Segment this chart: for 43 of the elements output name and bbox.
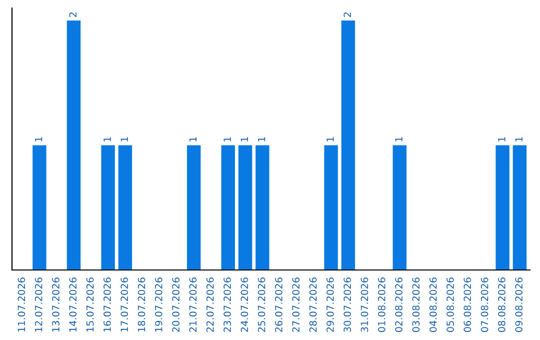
data-label: 1 (224, 137, 231, 142)
data-label: 1 (326, 137, 334, 142)
x-tick-label: 25.07.2026 (258, 278, 266, 332)
data-label: 2 (344, 12, 351, 17)
data-label: 1 (258, 137, 266, 142)
data-label: 1 (515, 137, 522, 142)
x-tick-label: 17.07.2026 (120, 278, 128, 332)
x-tick-label: 21.07.2026 (189, 278, 197, 332)
data-label: 1 (395, 137, 402, 142)
x-tick-label: 27.07.2026 (292, 278, 300, 332)
x-tick-label: 06.08.2026 (464, 278, 472, 332)
x-tick-label: 16.07.2026 (104, 278, 111, 332)
x-tick-label: 14.07.2026 (69, 278, 77, 332)
x-tick-label: 03.08.2026 (412, 278, 420, 332)
x-tick-label: 15.07.2026 (86, 278, 94, 332)
x-tick-label: 30.07.2026 (344, 278, 352, 332)
data-label: 1 (498, 137, 506, 142)
x-tick-label: 05.08.2026 (446, 278, 454, 332)
data-label: 2 (69, 12, 76, 17)
x-tick-label: 04.08.2026 (429, 278, 437, 332)
data-label: 1 (104, 137, 111, 142)
x-tick-label: 11.07.2026 (18, 278, 26, 332)
x-tick-label: 23.07.2026 (224, 278, 231, 332)
x-tick-label: 22.07.2026 (206, 278, 214, 332)
x-tick-label: 24.07.2026 (240, 278, 248, 332)
x-tick-label: 26.07.2026 (275, 278, 282, 332)
data-label: 1 (35, 137, 42, 142)
x-tick-label: 07.08.2026 (480, 278, 488, 332)
x-tick-label: 29.07.2026 (326, 278, 334, 332)
x-tick-label: 02.08.2026 (395, 278, 402, 332)
data-label: 1 (189, 137, 196, 142)
data-label: 1 (120, 137, 128, 142)
x-tick-label: 09.08.2026 (515, 278, 523, 332)
x-tick-label: 28.07.2026 (309, 278, 317, 332)
x-tick-label: 12.07.2026 (34, 278, 42, 332)
x-tick-label: 31.07.2026 (360, 278, 368, 332)
x-tick-label: 01.08.2026 (378, 278, 386, 332)
x-tick-label: 19.07.2026 (154, 278, 162, 332)
x-tick-label: 20.07.2026 (172, 278, 180, 332)
x-tick-label: 18.07.2026 (138, 278, 146, 332)
x-tick-label: 08.08.2026 (498, 278, 506, 332)
data-label: 1 (240, 137, 248, 142)
x-tick-label: 13.07.2026 (52, 278, 60, 332)
